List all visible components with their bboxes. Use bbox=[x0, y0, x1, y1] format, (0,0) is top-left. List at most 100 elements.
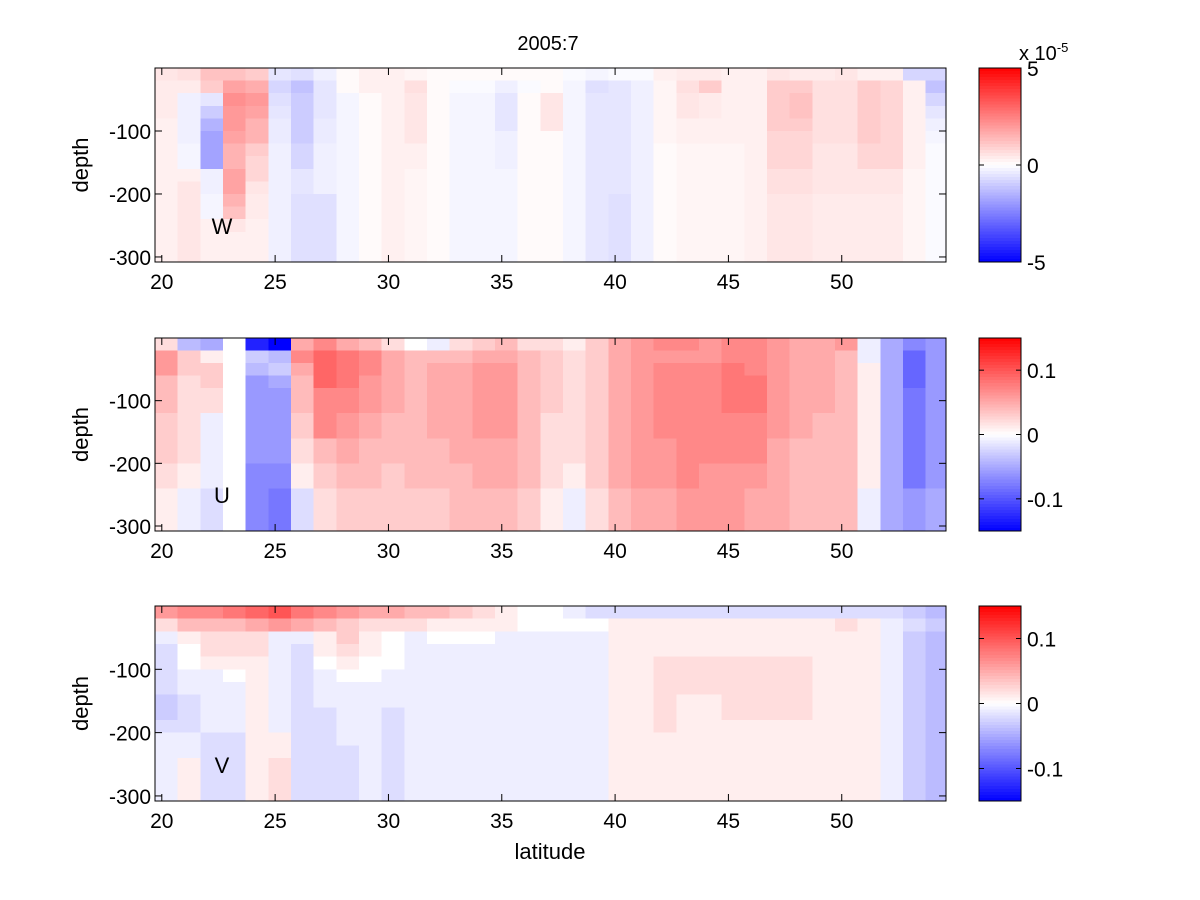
heatmap-cell bbox=[540, 363, 564, 377]
heatmap-cell bbox=[880, 606, 904, 620]
heatmap-cell bbox=[653, 363, 677, 377]
heatmap-cell bbox=[222, 375, 247, 389]
heatmap-cell bbox=[698, 181, 723, 195]
heatmap-cell bbox=[336, 193, 360, 208]
heatmap-cell bbox=[857, 168, 881, 182]
colorbar-swatch bbox=[979, 365, 1021, 369]
heatmap-cell bbox=[585, 68, 609, 82]
heatmap-cell bbox=[336, 80, 360, 94]
heatmap-cell bbox=[381, 156, 405, 170]
heatmap-cell bbox=[721, 181, 745, 195]
heatmap-cell bbox=[857, 425, 881, 439]
x-tick-label: 30 bbox=[377, 810, 400, 833]
heatmap-cell bbox=[449, 524, 473, 532]
colorbar-tick-label: 0 bbox=[1027, 155, 1039, 178]
heatmap-cell bbox=[789, 757, 813, 772]
heatmap-cell bbox=[585, 375, 609, 389]
heatmap-cell bbox=[313, 350, 337, 364]
heatmap-cell bbox=[698, 438, 723, 452]
heatmap-cell bbox=[653, 719, 677, 734]
heatmap-cell bbox=[653, 757, 677, 772]
heatmap-cell bbox=[472, 68, 496, 82]
colorbar-swatch bbox=[979, 410, 1021, 414]
heatmap-cell bbox=[426, 794, 451, 802]
heatmap-cell bbox=[902, 206, 927, 220]
heatmap-cell bbox=[155, 168, 179, 182]
heatmap-cell bbox=[358, 193, 383, 208]
heatmap-cell bbox=[222, 425, 247, 439]
heatmap-cell bbox=[585, 413, 609, 427]
heatmap-cell bbox=[789, 450, 813, 464]
heatmap-cell bbox=[222, 363, 247, 377]
heatmap-cell bbox=[562, 400, 587, 414]
heatmap-cell bbox=[222, 643, 247, 658]
heatmap-cell bbox=[358, 631, 383, 645]
heatmap-cell bbox=[812, 193, 836, 208]
heatmap-cell bbox=[517, 707, 541, 721]
heatmap-cell bbox=[200, 181, 224, 195]
heatmap-cell bbox=[177, 388, 201, 402]
heatmap-cell bbox=[902, 707, 927, 721]
heatmap-cell bbox=[472, 193, 496, 208]
heatmap-cell bbox=[494, 350, 519, 364]
figure-title: 2005:7 bbox=[517, 33, 578, 55]
heatmap-cell bbox=[766, 375, 791, 389]
heatmap-cell bbox=[268, 255, 292, 263]
heatmap-cell bbox=[698, 219, 723, 233]
heatmap-cell bbox=[336, 631, 360, 645]
heatmap-cell bbox=[902, 350, 927, 364]
heatmap-cell bbox=[925, 694, 947, 708]
heatmap-cell bbox=[517, 388, 541, 402]
heatmap-cell bbox=[290, 438, 315, 452]
heatmap-cell bbox=[494, 707, 519, 721]
heatmap-cell bbox=[290, 681, 315, 696]
heatmap-cell bbox=[698, 783, 723, 795]
heatmap-cell bbox=[517, 463, 541, 477]
heatmap-cell bbox=[925, 707, 947, 721]
heatmap-cell bbox=[494, 244, 519, 256]
heatmap-cell bbox=[857, 524, 881, 532]
heatmap-cell bbox=[925, 475, 947, 489]
heatmap-cell bbox=[381, 681, 405, 696]
heatmap-cell bbox=[630, 338, 655, 352]
heatmap-cell bbox=[880, 231, 904, 245]
heatmap-cell bbox=[676, 350, 700, 364]
heatmap-cell bbox=[698, 618, 723, 632]
heatmap-cell bbox=[313, 425, 337, 439]
heatmap-cell bbox=[585, 168, 609, 182]
heatmap-cell bbox=[698, 244, 723, 256]
heatmap-cell bbox=[426, 500, 451, 514]
heatmap-cell bbox=[789, 500, 813, 514]
heatmap-cell bbox=[698, 606, 723, 620]
heatmap-cell bbox=[857, 488, 881, 502]
heatmap-cell bbox=[517, 794, 541, 802]
heatmap-cell bbox=[268, 500, 292, 514]
heatmap-cell bbox=[336, 68, 360, 82]
heatmap-cell bbox=[449, 794, 473, 802]
heatmap-cell bbox=[744, 794, 768, 802]
heatmap-cell bbox=[358, 732, 383, 746]
heatmap-cell bbox=[404, 181, 428, 195]
heatmap-cell bbox=[766, 363, 791, 377]
heatmap-cell bbox=[902, 681, 927, 696]
heatmap-cell bbox=[494, 413, 519, 427]
heatmap-cell bbox=[336, 745, 360, 759]
heatmap-cell bbox=[653, 463, 677, 477]
heatmap-cell bbox=[789, 618, 813, 632]
heatmap-cell bbox=[517, 643, 541, 658]
heatmap-cell bbox=[177, 450, 201, 464]
heatmap-cell bbox=[517, 606, 541, 620]
heatmap-cell bbox=[358, 643, 383, 658]
heatmap-cell bbox=[721, 244, 745, 256]
heatmap-cell bbox=[222, 450, 247, 464]
heatmap-cell bbox=[155, 707, 179, 721]
heatmap-cell bbox=[426, 219, 451, 233]
heatmap-cell bbox=[268, 606, 292, 620]
heatmap-cell bbox=[313, 694, 337, 708]
heatmap-cell bbox=[222, 143, 247, 157]
heatmap-cell bbox=[381, 143, 405, 157]
heatmap-cell bbox=[290, 388, 315, 402]
heatmap-cell bbox=[472, 350, 496, 364]
heatmap-cell bbox=[812, 181, 836, 195]
heatmap-cell bbox=[449, 783, 473, 795]
